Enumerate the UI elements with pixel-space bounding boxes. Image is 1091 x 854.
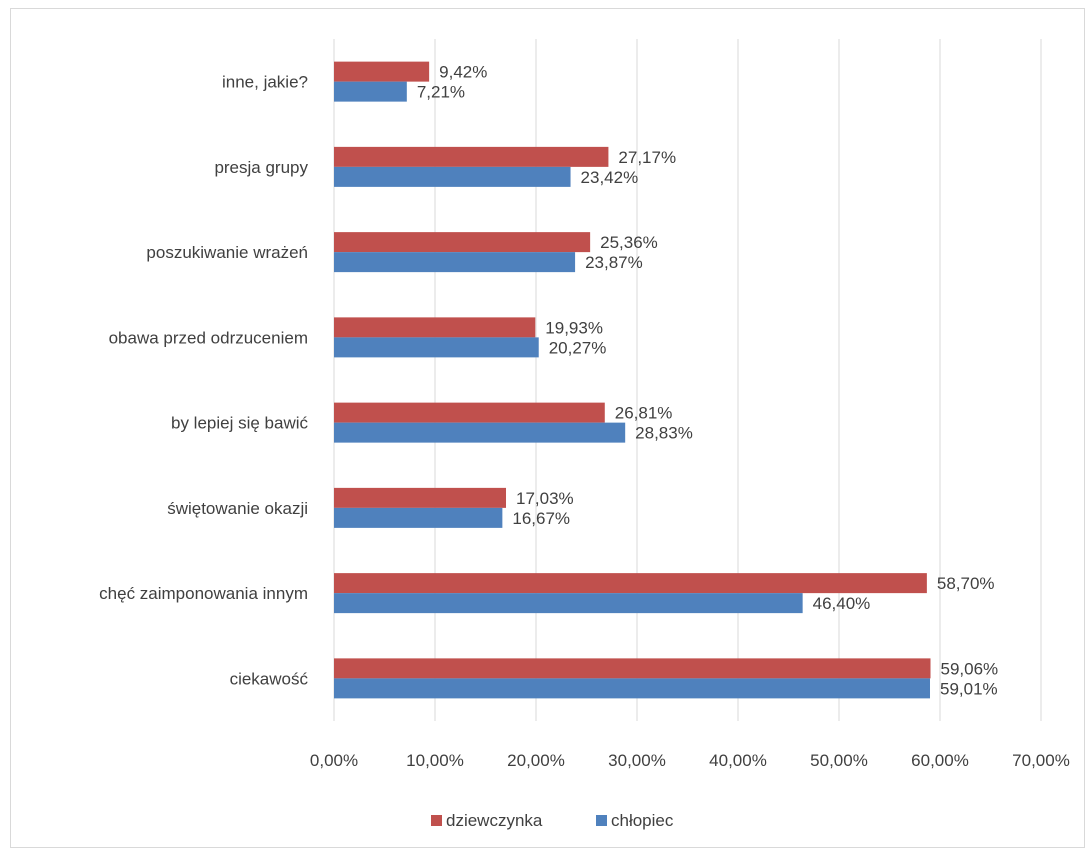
data-label: 28,83%: [635, 424, 693, 443]
category-label: chęć zaimponowania innym: [99, 584, 308, 603]
legend-swatch: [596, 815, 607, 826]
data-label: 20,27%: [549, 338, 607, 357]
bar-dziewczynka: [334, 402, 605, 423]
legend-label: chłopiec: [611, 811, 674, 830]
legend: dziewczynka chłopiec: [431, 811, 674, 830]
x-tick-label: 40,00%: [709, 751, 767, 770]
x-tick-label: 60,00%: [911, 751, 969, 770]
bar-dziewczynka: [334, 146, 609, 167]
bar-chlopiec: [334, 507, 503, 528]
bar-dziewczynka: [334, 61, 430, 82]
bar-chlopiec: [334, 81, 407, 102]
data-label: 23,87%: [585, 253, 643, 272]
bar-chart: inne, jakie? presja grupy poszukiwanie wra…: [99, 39, 1070, 830]
x-tick-label: 10,00%: [406, 751, 464, 770]
data-label: 23,42%: [581, 168, 639, 187]
x-tick-label: 0,00%: [310, 751, 358, 770]
legend-label: dziewczynka: [446, 811, 543, 830]
x-tick-labels: 0,00% 10,00% 20,00% 30,00% 40,00% 50,00% 60,00…: [310, 751, 1070, 770]
data-label: 58,70%: [937, 574, 995, 593]
data-labels: 9,42%7,21% 27,17%23,42% 25,36%23,87% 19,93%…: [417, 63, 998, 699]
category-label: by lepiej się bawić: [171, 414, 309, 433]
grid-lines: [333, 39, 1042, 721]
data-label: 59,01%: [940, 679, 998, 698]
category-label: świętowanie okazji: [167, 499, 308, 518]
data-label: 26,81%: [615, 404, 673, 423]
x-tick-label: 50,00%: [810, 751, 868, 770]
data-label: 59,06%: [941, 659, 999, 678]
x-tick-label: 70,00%: [1012, 751, 1070, 770]
bar-dziewczynka: [334, 232, 591, 253]
data-label: 16,67%: [512, 509, 570, 528]
data-label: 25,36%: [600, 233, 658, 252]
bar-chlopiec: [334, 422, 626, 443]
data-label: 46,40%: [813, 594, 871, 613]
bar-chlopiec: [334, 166, 571, 187]
bar-chlopiec: [334, 337, 539, 358]
bars: [334, 61, 931, 699]
data-label: 27,17%: [618, 148, 676, 167]
category-label: poszukiwanie wrażeń: [146, 243, 308, 262]
bar-dziewczynka: [334, 658, 931, 679]
bar-dziewczynka: [334, 573, 927, 594]
category-label: obawa przed odrzuceniem: [109, 328, 308, 347]
x-tick-label: 30,00%: [608, 751, 666, 770]
bar-dziewczynka: [334, 317, 536, 338]
category-label: ciekawość: [230, 669, 309, 688]
chart-frame: inne, jakie? presja grupy poszukiwanie wra…: [10, 8, 1085, 848]
bar-chlopiec: [334, 593, 803, 614]
data-label: 9,42%: [439, 63, 487, 82]
category-labels: inne, jakie? presja grupy poszukiwanie wra…: [99, 73, 308, 689]
data-label: 19,93%: [545, 318, 603, 337]
data-label: 7,21%: [417, 83, 465, 102]
x-tick-label: 20,00%: [507, 751, 565, 770]
category-label: inne, jakie?: [222, 73, 308, 92]
category-label: presja grupy: [214, 158, 308, 177]
bar-dziewczynka: [334, 487, 507, 508]
bar-chlopiec: [334, 678, 931, 699]
data-label: 17,03%: [516, 489, 574, 508]
bar-chlopiec: [334, 252, 576, 273]
legend-swatch: [431, 815, 442, 826]
